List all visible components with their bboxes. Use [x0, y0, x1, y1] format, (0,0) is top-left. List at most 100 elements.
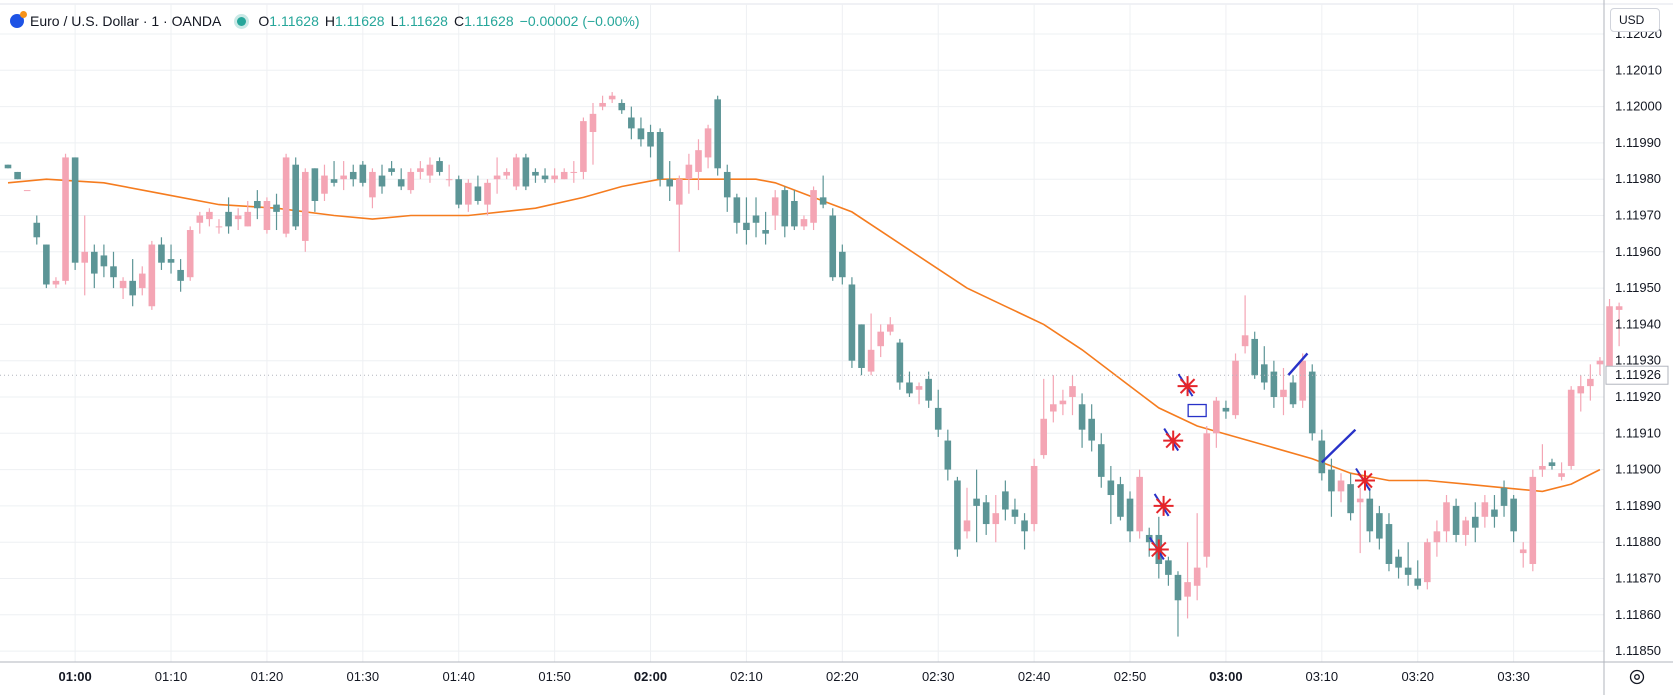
x-tick-label: 03:10	[1306, 669, 1339, 684]
candle-body	[43, 244, 50, 285]
candle	[206, 208, 213, 227]
candle-body	[1088, 418, 1095, 441]
candle-body	[1165, 560, 1172, 575]
candle-body	[848, 284, 856, 361]
candle-body	[1174, 574, 1182, 601]
selection-box[interactable]	[1187, 403, 1207, 418]
candle-body	[330, 179, 338, 183]
candle	[1471, 502, 1479, 543]
candle	[100, 244, 108, 278]
candle	[1347, 473, 1354, 521]
x-tick-label: 02:30	[922, 669, 955, 684]
drawing-annotations[interactable]	[1148, 352, 1375, 561]
market-status-icon[interactable]	[237, 16, 247, 26]
candle	[378, 164, 386, 194]
candle	[148, 240, 156, 310]
candle-body	[186, 230, 194, 278]
candle	[263, 197, 271, 234]
candle	[177, 259, 184, 292]
candle-body	[618, 102, 626, 111]
candle	[455, 175, 463, 209]
candle	[570, 161, 578, 183]
change-value: −0.00002 (−0.00%)	[519, 13, 640, 29]
candle	[1097, 433, 1105, 488]
candle	[1011, 498, 1019, 525]
candle-body	[1145, 534, 1153, 543]
candle	[33, 215, 41, 245]
candle-body	[628, 117, 635, 129]
candle	[1452, 498, 1460, 543]
candle-body	[743, 222, 750, 231]
y-tick-label: 1.11890	[1615, 498, 1661, 513]
candle	[771, 190, 779, 231]
candle	[1376, 505, 1383, 550]
candle-body	[1347, 484, 1354, 514]
candle-body	[110, 266, 117, 278]
candle	[1040, 378, 1048, 459]
y-tick-label: 1.12000	[1615, 99, 1662, 114]
candle-body	[254, 200, 261, 209]
open-label: O	[258, 13, 270, 29]
candle-body	[522, 157, 530, 187]
candle-body	[1107, 480, 1115, 496]
candle-body	[455, 179, 463, 205]
candle	[62, 153, 69, 285]
candle-body	[1471, 516, 1479, 528]
low-value: 1.11628	[398, 13, 448, 29]
candle-body	[1280, 389, 1287, 398]
candle	[1615, 302, 1623, 347]
star-marker[interactable]	[1163, 428, 1184, 452]
candle	[273, 193, 280, 231]
x-tick-label: 02:50	[1114, 669, 1147, 684]
candle-body	[1529, 476, 1537, 564]
candle-body	[503, 171, 510, 176]
high-value: 1.11628	[334, 13, 385, 29]
candle	[407, 168, 415, 194]
candle-body	[762, 230, 769, 234]
candle-body	[484, 182, 491, 205]
candle-body	[1097, 444, 1105, 477]
currency-selector[interactable]: USD	[1610, 8, 1660, 32]
close-label: C	[453, 13, 465, 29]
candle	[829, 208, 837, 281]
candle-body	[925, 378, 932, 401]
candle-body	[4, 164, 12, 169]
candle	[1088, 404, 1095, 452]
candle	[1222, 400, 1230, 419]
symbol-title[interactable]: Euro / U.S. Dollar · 1 · OANDA	[30, 13, 222, 29]
star-marker[interactable]	[1153, 493, 1174, 517]
candle	[532, 168, 539, 183]
symbol-legend[interactable]: Euro / U.S. Dollar · 1 · OANDA O 1.11628 …	[10, 10, 640, 32]
candle-body	[52, 280, 60, 285]
candle	[282, 153, 290, 238]
candle-body	[666, 179, 674, 187]
star-marker[interactable]	[1177, 373, 1198, 397]
candle	[4, 164, 12, 169]
candle	[589, 102, 597, 165]
candle-body	[129, 280, 136, 296]
candle-body	[167, 259, 175, 263]
candle-body	[532, 171, 539, 176]
candle-body	[426, 164, 434, 176]
candle-body	[158, 244, 165, 263]
candle-body	[493, 175, 501, 180]
gear-icon[interactable]	[1628, 668, 1646, 686]
candle	[1414, 560, 1422, 590]
candle	[762, 211, 769, 245]
star-marker[interactable]	[1354, 467, 1375, 492]
candle-body	[91, 251, 98, 274]
trend-line[interactable]	[1287, 352, 1309, 377]
x-tick-label: 02:10	[730, 669, 763, 684]
trend-line[interactable]	[1320, 428, 1357, 464]
candle-body	[1030, 465, 1038, 525]
candle-body	[340, 175, 347, 180]
candle	[186, 226, 194, 281]
candle-body	[858, 324, 865, 368]
candle	[1260, 346, 1268, 390]
candle-body	[1558, 473, 1565, 477]
candle	[465, 179, 472, 212]
candle-body	[1289, 382, 1297, 405]
star-marker[interactable]	[1148, 536, 1169, 561]
